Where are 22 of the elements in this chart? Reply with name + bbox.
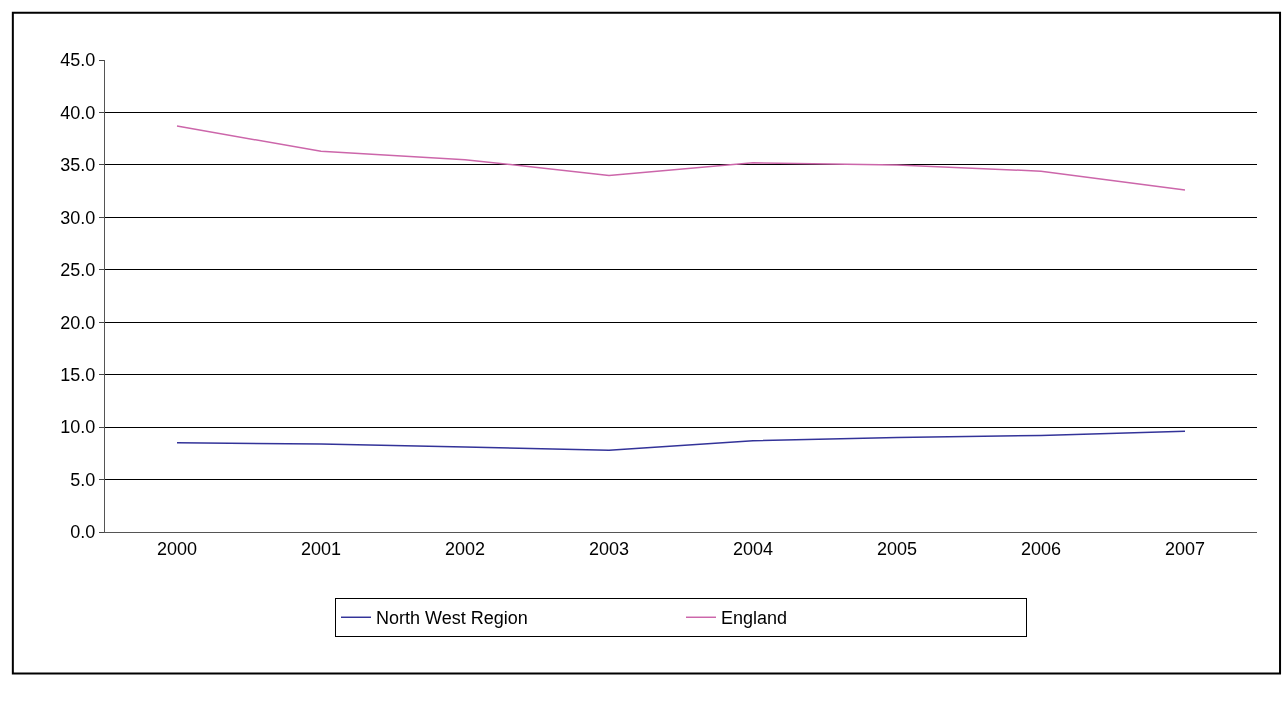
y-tick-label: 5.0 (70, 469, 96, 490)
legend-label: England (721, 608, 788, 629)
x-tick-label: 2005 (876, 538, 918, 559)
y-tick-label: 35.0 (60, 155, 96, 176)
x-tick-label: 2002 (444, 538, 486, 559)
x-tick-label: 2007 (1164, 538, 1206, 559)
x-tick-label: 2006 (1020, 538, 1062, 559)
x-tick-label: 2004 (732, 538, 774, 559)
legend-label: North West Region (376, 608, 528, 629)
y-tick-label: 15.0 (60, 364, 96, 385)
y-tick-label: 40.0 (60, 102, 96, 123)
y-tick-label: 25.0 (60, 260, 96, 281)
y-tick-label: 45.0 (60, 50, 96, 71)
line-series (176, 430, 1186, 451)
y-tick-label: 0.0 (70, 522, 96, 543)
x-tick-label: 2000 (156, 538, 198, 559)
y-tick-label: 20.0 (60, 312, 96, 333)
y-tick-label: 30.0 (60, 207, 96, 228)
y-tick-label: 10.0 (60, 417, 96, 438)
x-tick-label: 2003 (588, 538, 630, 559)
line-series (176, 125, 1186, 191)
x-tick-label: 2001 (300, 538, 342, 559)
